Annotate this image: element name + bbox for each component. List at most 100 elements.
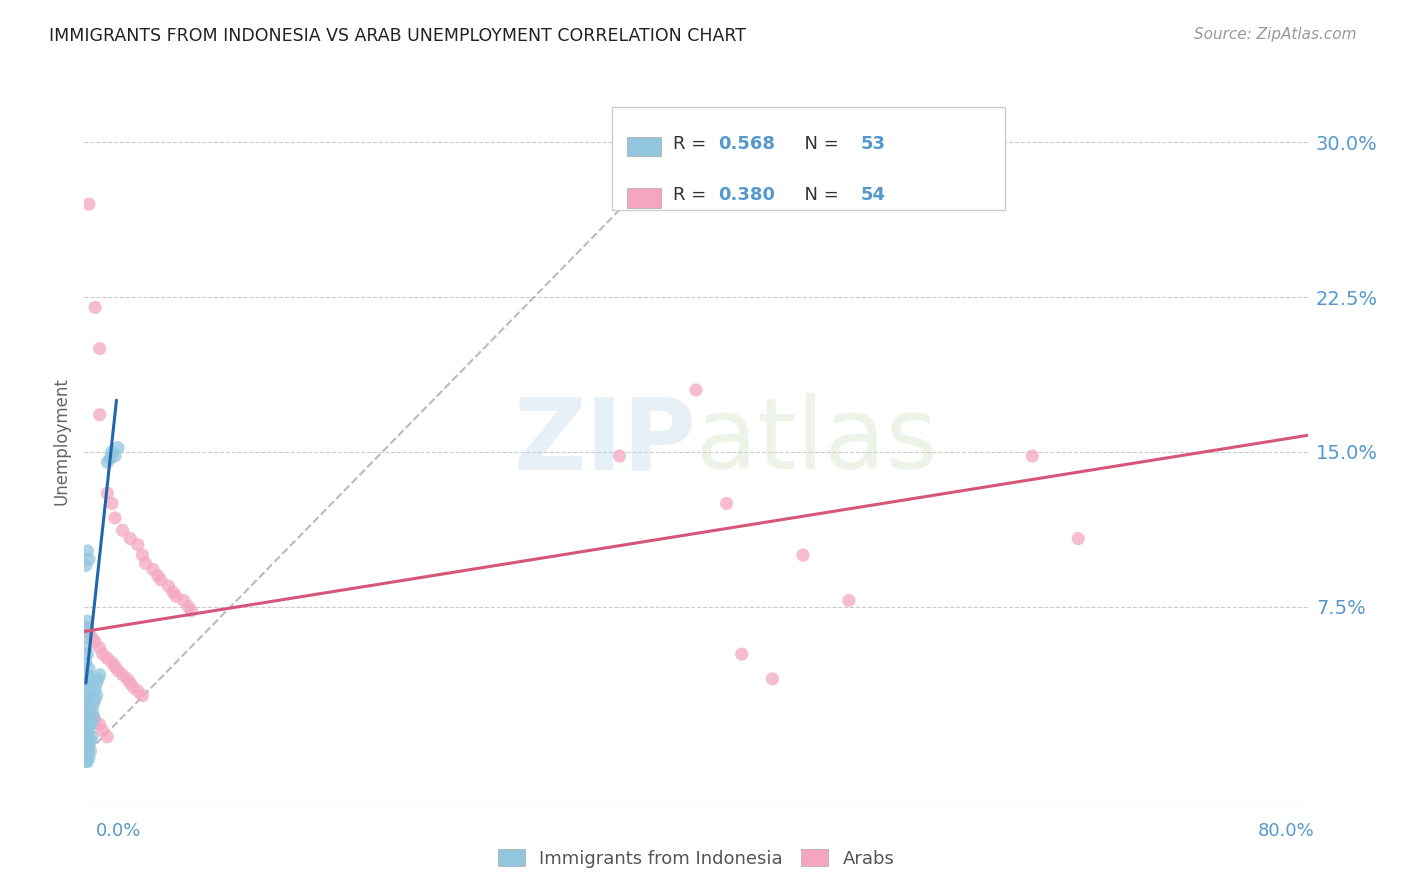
- Point: [149, 573, 172, 587]
- Text: 53: 53: [860, 135, 886, 153]
- Point: [76, 742, 98, 756]
- Point: [177, 599, 200, 614]
- Y-axis label: Unemployment: Unemployment: [52, 377, 70, 506]
- Text: N =: N =: [793, 135, 845, 153]
- Point: [120, 532, 142, 546]
- Point: [838, 593, 860, 607]
- Point: [89, 640, 111, 655]
- Point: [127, 684, 149, 698]
- Legend: Immigrants from Indonesia, Arabs: Immigrants from Indonesia, Arabs: [489, 840, 903, 877]
- Point: [131, 548, 153, 562]
- Point: [76, 748, 98, 763]
- Point: [80, 730, 103, 744]
- Point: [75, 656, 97, 670]
- Point: [96, 455, 118, 469]
- Point: [731, 647, 754, 661]
- Text: 54: 54: [860, 186, 886, 204]
- Point: [76, 697, 98, 711]
- Point: [80, 703, 103, 717]
- Point: [77, 738, 100, 752]
- Point: [91, 723, 114, 738]
- Point: [75, 755, 97, 769]
- Point: [146, 568, 169, 582]
- Point: [75, 697, 97, 711]
- Point: [104, 511, 127, 525]
- Point: [98, 451, 121, 466]
- Point: [135, 557, 157, 571]
- Text: R =: R =: [673, 135, 713, 153]
- Point: [96, 486, 118, 500]
- Point: [685, 383, 707, 397]
- Point: [84, 682, 107, 697]
- Point: [77, 703, 100, 717]
- Point: [76, 614, 98, 628]
- Point: [165, 590, 187, 604]
- Point: [76, 755, 98, 769]
- Point: [77, 552, 100, 566]
- Point: [75, 640, 97, 655]
- Point: [76, 703, 98, 717]
- Point: [716, 496, 738, 510]
- Point: [162, 585, 184, 599]
- Point: [84, 634, 107, 648]
- Point: [101, 445, 124, 459]
- Point: [77, 662, 100, 676]
- Point: [76, 723, 98, 738]
- Point: [96, 651, 118, 665]
- Text: Source: ZipAtlas.com: Source: ZipAtlas.com: [1194, 27, 1357, 42]
- Point: [80, 631, 103, 645]
- Point: [101, 496, 124, 510]
- Point: [157, 579, 180, 593]
- Point: [75, 676, 97, 690]
- Point: [131, 689, 153, 703]
- Point: [77, 750, 100, 764]
- Point: [75, 689, 97, 703]
- Point: [111, 524, 134, 538]
- Text: IMMIGRANTS FROM INDONESIA VS ARAB UNEMPLOYMENT CORRELATION CHART: IMMIGRANTS FROM INDONESIA VS ARAB UNEMPL…: [49, 27, 747, 45]
- Point: [86, 689, 108, 703]
- Point: [83, 697, 105, 711]
- Point: [76, 734, 98, 748]
- Point: [79, 744, 101, 758]
- Point: [89, 342, 111, 356]
- Point: [609, 449, 631, 463]
- Point: [173, 593, 195, 607]
- Point: [77, 672, 100, 686]
- Text: N =: N =: [793, 186, 845, 204]
- Point: [1021, 449, 1043, 463]
- Point: [80, 713, 103, 727]
- Point: [76, 713, 98, 727]
- Point: [1067, 532, 1090, 546]
- Point: [84, 301, 107, 315]
- Point: [84, 713, 107, 727]
- Point: [104, 659, 127, 673]
- Point: [84, 692, 107, 706]
- Point: [76, 682, 98, 697]
- Text: R =: R =: [673, 186, 713, 204]
- Point: [79, 734, 101, 748]
- Point: [77, 197, 100, 211]
- Point: [76, 620, 98, 634]
- Point: [180, 604, 202, 618]
- Point: [89, 408, 111, 422]
- Text: atlas: atlas: [696, 393, 938, 490]
- Text: ZIP: ZIP: [513, 393, 696, 490]
- Point: [79, 717, 101, 731]
- Point: [76, 647, 98, 661]
- Point: [75, 631, 97, 645]
- Point: [76, 544, 98, 558]
- Point: [127, 538, 149, 552]
- Point: [75, 620, 97, 634]
- Point: [75, 730, 97, 744]
- Point: [75, 752, 97, 766]
- Point: [142, 562, 165, 576]
- Point: [75, 746, 97, 760]
- Point: [76, 692, 98, 706]
- Point: [75, 717, 97, 731]
- Point: [75, 692, 97, 706]
- Point: [83, 709, 105, 723]
- Point: [80, 709, 103, 723]
- Text: 0.0%: 0.0%: [96, 822, 141, 840]
- Point: [101, 656, 124, 670]
- Point: [91, 647, 114, 661]
